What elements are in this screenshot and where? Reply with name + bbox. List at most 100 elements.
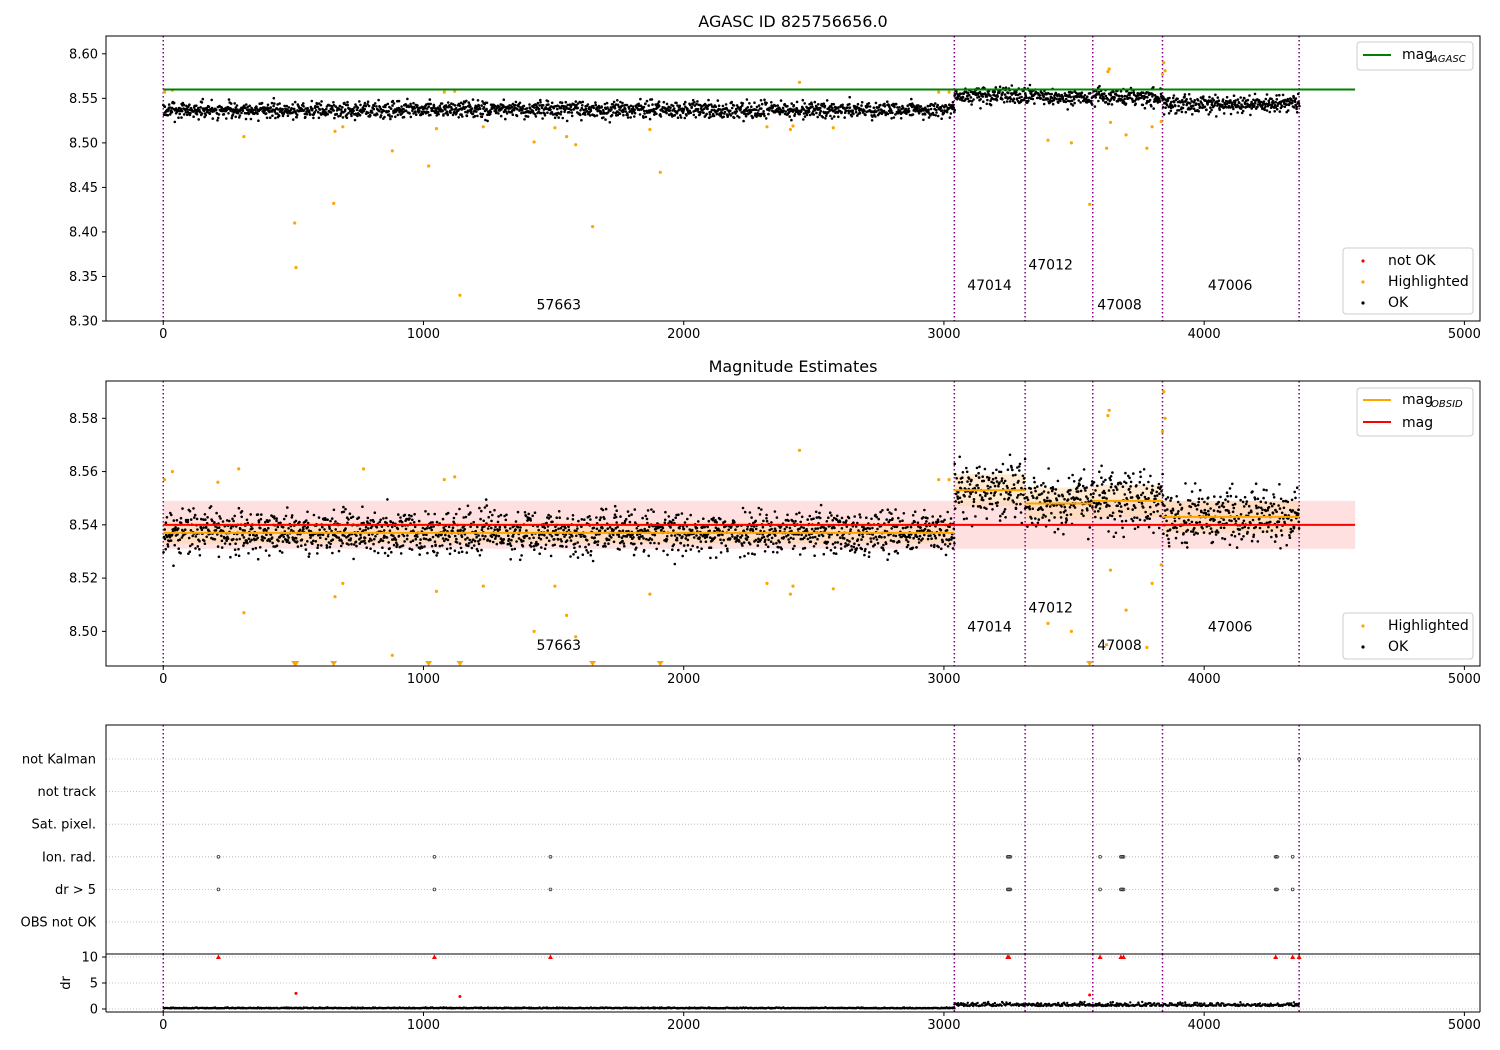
panel2-ok-point: [896, 551, 900, 555]
panel2-ok-point: [294, 537, 298, 540]
panel2-ok-point: [175, 519, 179, 522]
panel2-ok-point: [756, 544, 760, 547]
panel2-ok-point: [906, 543, 910, 547]
panel2-ok-point: [764, 538, 767, 542]
panel1-legend-markers[interactable]: not OK Highlighted OK: [1342, 247, 1474, 315]
panel2-ok-point: [601, 526, 604, 530]
panel1-ok-point: [1278, 93, 1281, 97]
panel1-ok-point: [477, 104, 481, 108]
panel2-ok-point: [799, 520, 802, 524]
panel2-ok-point: [1000, 477, 1004, 480]
panel1-ok-point: [1280, 105, 1284, 108]
panel2-ok-point: [424, 510, 427, 513]
panel1-ok-point: [328, 104, 332, 107]
panel2-ok-point: [418, 542, 422, 545]
panel2-ok-point: [813, 554, 816, 557]
panel2-ok-point: [913, 520, 916, 524]
panel1-ok-point: [244, 106, 247, 110]
panel1-highlighted-point: [574, 143, 578, 147]
panel2-ok-point: [567, 525, 570, 529]
panel2-ok-point: [802, 526, 805, 530]
panel2-ok-point: [1002, 481, 1005, 485]
panel1-ok-point: [1297, 102, 1301, 105]
panel1-ok-point: [409, 115, 413, 119]
panel2-ok-point: [344, 507, 347, 511]
panel2-ok-point: [588, 515, 591, 518]
panel2-ok-point: [574, 550, 577, 553]
panel1-ok-point: [1202, 95, 1205, 98]
panel2-ok-point: [613, 504, 617, 508]
panel1-highlighted-point: [1107, 67, 1111, 71]
panel2-ok-point: [580, 518, 584, 521]
panel1-ok-point: [320, 100, 323, 103]
panel2-ok-point: [312, 513, 316, 517]
panel1-ok-point: [454, 107, 458, 110]
panel2-ok-point: [1030, 517, 1033, 520]
panel2-ok-point: [316, 546, 319, 550]
panel2-ok-point: [482, 537, 486, 541]
panel1-ok-point: [723, 110, 727, 114]
panel2-ok-point: [198, 548, 201, 551]
panel1-ok-point: [326, 112, 330, 116]
panel2-ok-point: [616, 525, 619, 529]
panel1-ok-point: [1293, 100, 1297, 104]
panel1-ok-point: [287, 106, 291, 109]
panel2-ok-point: [532, 536, 535, 540]
panel2-ok-point: [488, 539, 492, 543]
panel1-ok-point: [436, 110, 440, 114]
panel2-ok-point: [357, 516, 361, 519]
panel2-ok-point: [331, 551, 334, 555]
panel2-ok-point: [265, 529, 268, 532]
panel1-ok-point: [1239, 96, 1242, 99]
panel2-ok-point: [627, 514, 631, 518]
panel2-ok-point: [811, 536, 815, 539]
panel1-ok-point: [1158, 100, 1162, 103]
panel1-ok-point: [927, 108, 930, 111]
panel2-ok-point: [274, 528, 278, 531]
panel2-ok-point: [843, 537, 846, 540]
panel1-ok-point: [240, 111, 243, 115]
panel2-ok-point: [724, 544, 728, 547]
panel2-ok-point: [953, 542, 956, 545]
panel2-ok-point: [460, 535, 464, 539]
panel2-ok-point: [1036, 485, 1039, 488]
panel1-ok-point: [1233, 101, 1237, 105]
panel1-ok-point: [1033, 102, 1036, 105]
panel2-ok-point: [1025, 496, 1029, 499]
panel1-ok-point: [180, 109, 184, 113]
panel2-ok-point: [776, 551, 779, 554]
panel1-ok-point: [162, 113, 166, 116]
panel1-ok-point: [899, 117, 903, 120]
panel1-ok-point: [550, 101, 554, 105]
panel1-ok-point: [315, 102, 319, 106]
panel1-legend-lines[interactable]: mag AGASC: [1356, 41, 1474, 71]
panel2-ok-point: [337, 536, 341, 539]
panel1-ok-point: [625, 103, 629, 107]
panel2-ok-point: [487, 515, 491, 519]
panel2-ok-point: [164, 547, 167, 551]
panel1-ok-point: [497, 112, 500, 115]
panel2-ok-point: [673, 534, 677, 537]
panel2-ok-point: [296, 545, 300, 548]
panel1-highlighted-point: [1069, 141, 1073, 145]
panel1-ok-point: [350, 114, 353, 118]
panel2-ok-point: [520, 554, 523, 557]
panel2-ok-point: [194, 535, 198, 538]
panel1-ok-point: [659, 115, 663, 118]
panel1-ok-point: [1066, 108, 1069, 111]
panel1-ok-point: [575, 103, 578, 107]
panel2-ok-point: [273, 517, 276, 520]
panel2-ok-point: [267, 526, 270, 530]
panel2-ok-point: [923, 533, 926, 537]
panel1-ok-point: [793, 113, 797, 116]
panel2-ok-point: [989, 485, 992, 489]
panel1-ok-point: [318, 108, 322, 111]
panel2-ok-point: [237, 547, 240, 551]
panel2-ok-point: [238, 537, 241, 541]
panel2-ok-point: [565, 545, 568, 548]
panel1-xtick-label: 3000: [927, 327, 960, 342]
panel1-ok-point: [389, 107, 393, 110]
panel1-ok-point: [781, 106, 785, 110]
panel2-ok-point: [589, 518, 592, 521]
panel1-ok-point: [1039, 97, 1043, 100]
